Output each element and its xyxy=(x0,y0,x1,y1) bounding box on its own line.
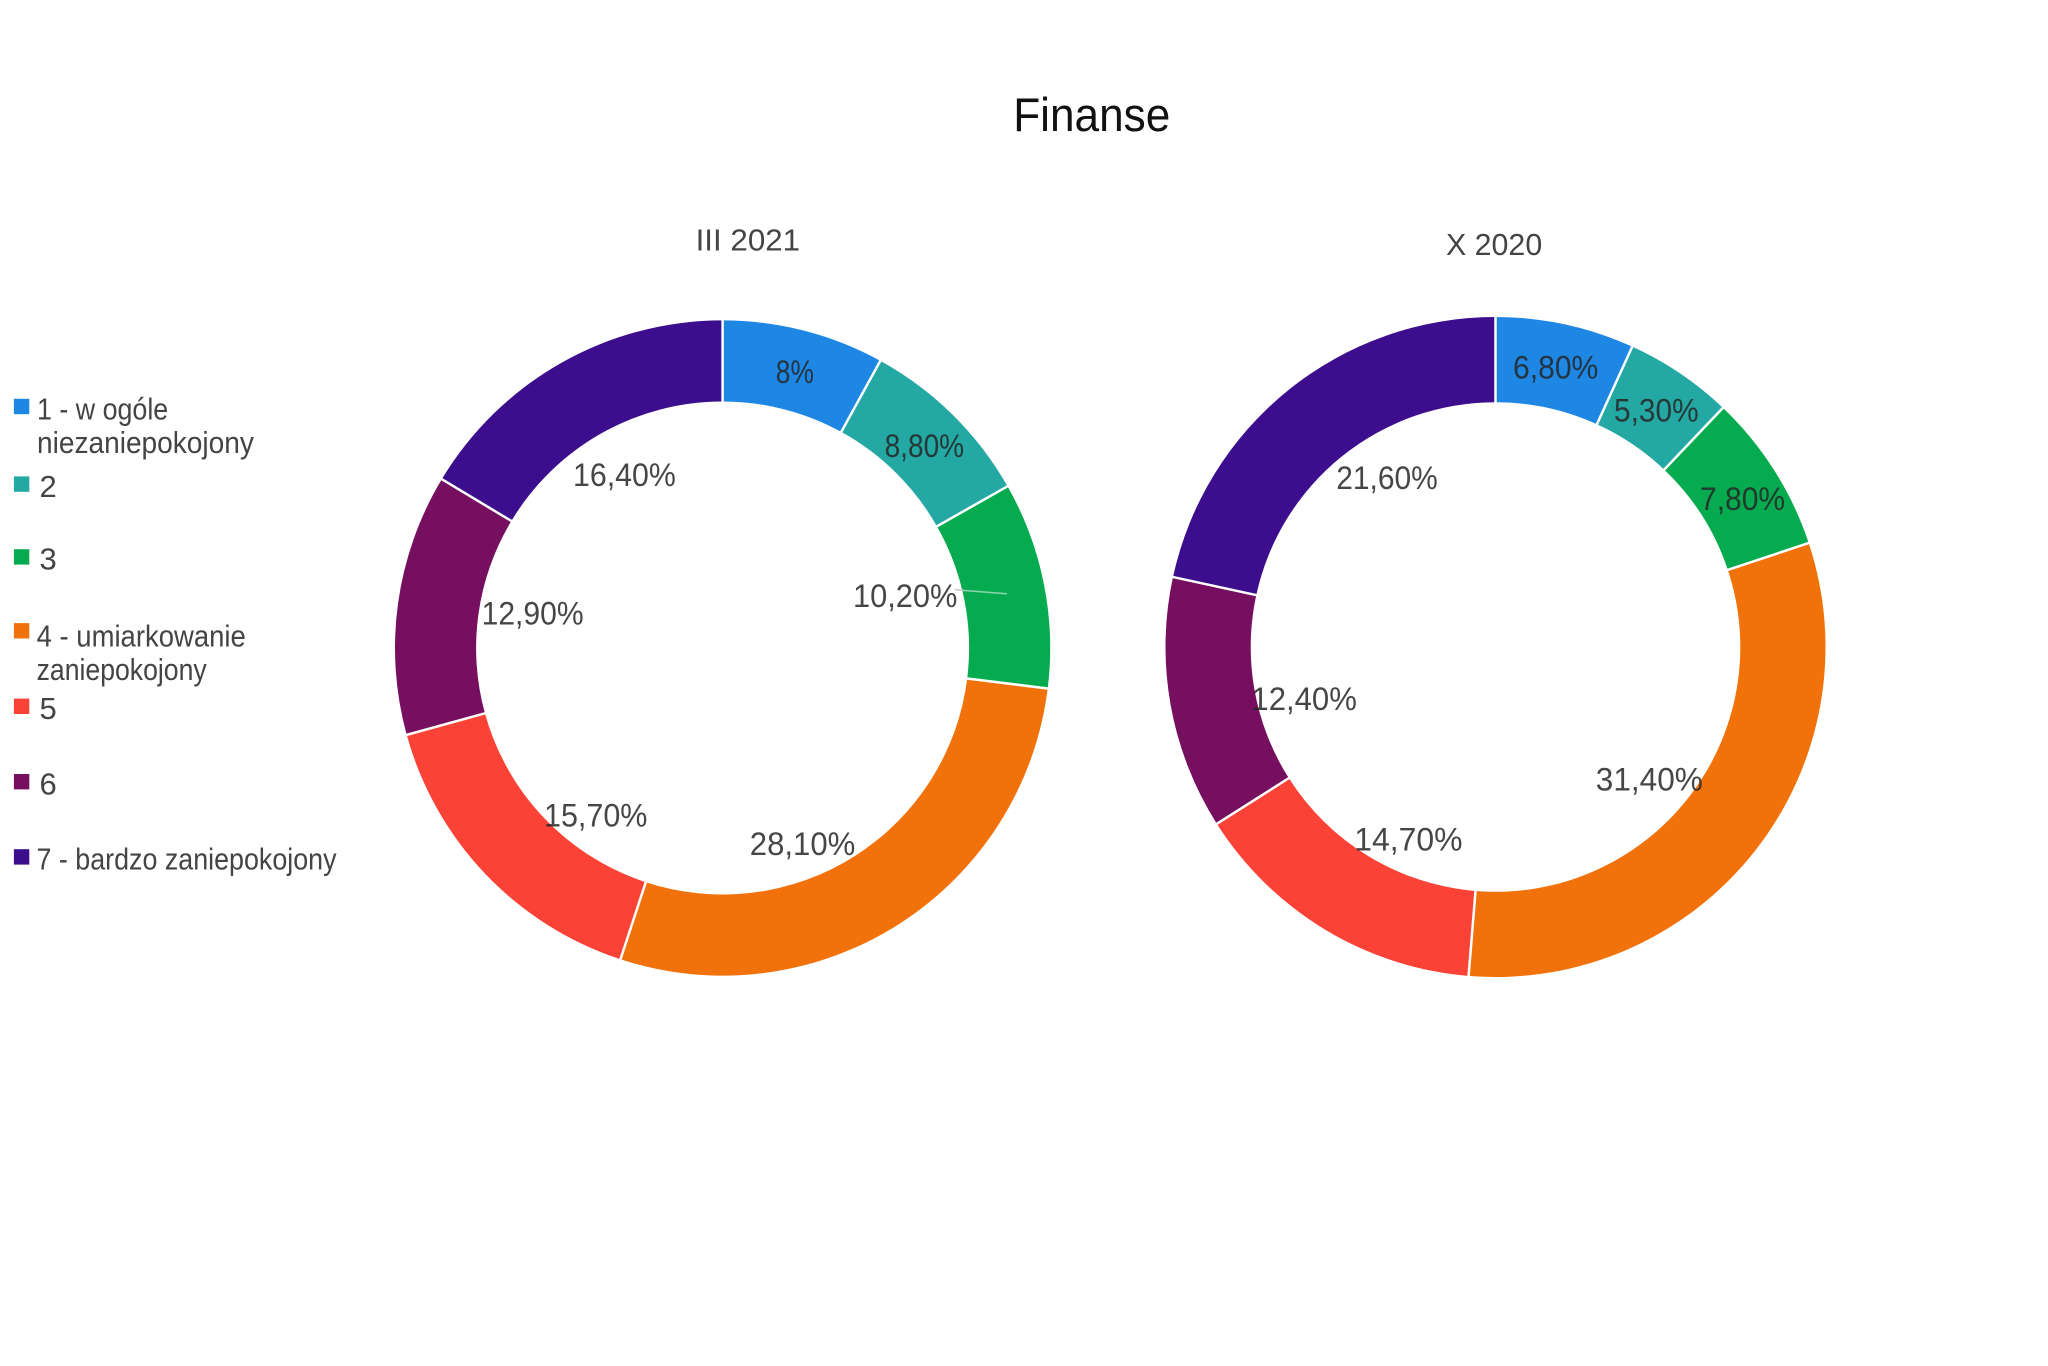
svg-text:31,40%: 31,40% xyxy=(1596,762,1703,798)
svg-text:12,40%: 12,40% xyxy=(1251,681,1357,717)
svg-text:5,30%: 5,30% xyxy=(1614,393,1699,429)
svg-text:10,20%: 10,20% xyxy=(853,578,957,614)
svg-text:6: 6 xyxy=(40,767,57,802)
svg-text:Finanse: Finanse xyxy=(1013,89,1170,142)
svg-text:III 2021: III 2021 xyxy=(696,224,801,258)
svg-text:niezaniepokojony: niezaniepokojony xyxy=(37,425,254,460)
svg-text:4 - umiarkowanie: 4 - umiarkowanie xyxy=(37,619,246,654)
svg-text:15,70%: 15,70% xyxy=(544,797,647,833)
svg-text:16,40%: 16,40% xyxy=(573,457,676,493)
svg-text:X 2020: X 2020 xyxy=(1446,228,1542,262)
svg-text:1 - w ogóle: 1 - w ogóle xyxy=(37,391,168,426)
svg-text:6,80%: 6,80% xyxy=(1513,350,1598,386)
svg-text:zaniepokojony: zaniepokojony xyxy=(37,652,208,687)
svg-text:5: 5 xyxy=(40,691,57,726)
svg-text:2: 2 xyxy=(40,469,57,504)
svg-text:8%: 8% xyxy=(776,354,814,390)
svg-text:3: 3 xyxy=(40,542,57,577)
svg-text:8,80%: 8,80% xyxy=(885,428,965,464)
svg-text:7,80%: 7,80% xyxy=(1700,481,1785,517)
svg-text:28,10%: 28,10% xyxy=(750,826,856,862)
svg-text:12,90%: 12,90% xyxy=(482,596,584,632)
svg-text:7 - bardzo zaniepokojony: 7 - bardzo zaniepokojony xyxy=(37,842,337,877)
svg-text:14,70%: 14,70% xyxy=(1354,822,1462,858)
svg-text:21,60%: 21,60% xyxy=(1336,460,1438,496)
